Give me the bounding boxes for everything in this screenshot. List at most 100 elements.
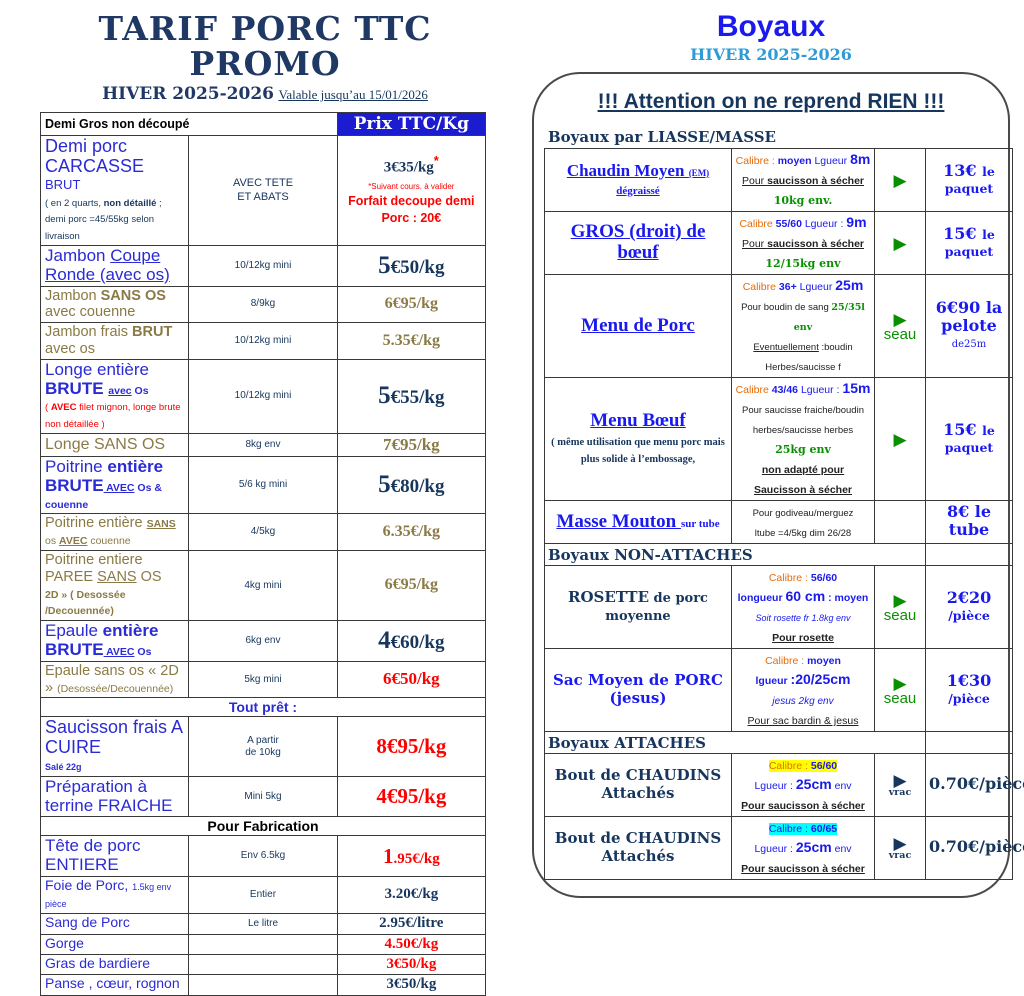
product-details: Calibre : moyen Lgueur 8m Pour saucisson … — [731, 148, 875, 212]
product-name-text: Longe SANS OS — [45, 435, 166, 453]
product-name-text: Jambon — [45, 246, 111, 266]
price-text: 13€ — [943, 160, 983, 180]
quantity: 6kg env — [188, 620, 338, 662]
tarif-porc-panel: TARIF PORC TTC PROMO HIVER 2025-2026 Val… — [39, 9, 490, 996]
detail-text: moyen — [777, 155, 815, 167]
section-label: Boyaux ATTACHES — [544, 731, 926, 754]
price-text: /pièce — [948, 690, 990, 706]
product-name-text: ROSETTE — [568, 588, 650, 607]
product-name-text: Jambon — [45, 287, 101, 304]
product-row: ROSETTE de porc moyenne Calibre : 56/60 lo… — [544, 565, 1013, 649]
product-name-text: (EM) — [688, 167, 710, 178]
detail-text: Calibre — [739, 218, 776, 230]
product-name-text: sur tube — [680, 517, 720, 530]
table-header-row: Demi Gros non découpé Prix TTC/Kg — [40, 112, 487, 137]
product-row: Jambon SANS OS avec couenne 8/9kg 6€95/kg — [39, 285, 487, 324]
price-text: Forfait decoupe demi — [348, 194, 475, 209]
arrow-cell: ▶ vrac — [874, 753, 926, 817]
container-type-label: seau — [883, 606, 917, 624]
detail-text: Eventuellement — [753, 342, 819, 353]
price-text: * — [433, 153, 439, 169]
product-name: Sac Moyen de PORC (jesus) — [544, 648, 732, 732]
section-label: Boyaux NON-ATTACHES — [544, 543, 926, 566]
price-text: 5 — [378, 251, 391, 279]
product-name-text: avec — [108, 384, 132, 397]
product-row: Sac Moyen de PORC (jesus) Calibre : moyen… — [544, 648, 1013, 732]
product-row: Sang de Porc Le litre 2.95€/litre — [39, 912, 487, 935]
product-name-text: ( même utilisation que menu porc mais pl… — [551, 436, 725, 466]
section-row: Boyaux ATTACHES — [544, 731, 1013, 754]
section-label: Pour Fabrication — [40, 816, 486, 837]
detail-text: :boudin — [818, 342, 853, 353]
product-name-text: Jambon frais — [45, 324, 133, 341]
price-text: 6€95/kg — [384, 295, 438, 313]
quantity: Le litre — [188, 912, 338, 935]
section-row: Tout prêt : — [40, 697, 486, 718]
arrow-right-icon: ▶ — [893, 233, 907, 253]
boyaux-box: !!! Attention on ne reprend RIEN !!! Boy… — [532, 72, 1024, 898]
price: 6€95/kg — [336, 285, 487, 324]
product-name-text: AVEC — [103, 481, 135, 494]
section-empty-cell — [925, 731, 1013, 754]
price: 4.50€/kg — [336, 933, 487, 955]
price-text: le paquet — [944, 163, 995, 196]
boyaux-season: HIVER 2025-2026 — [690, 45, 852, 64]
quantity: Entier — [188, 875, 338, 914]
boyaux-title: Boyaux — [716, 10, 826, 43]
section-label: Tout prêt : — [40, 697, 486, 718]
product-row: Epaule sans os « 2D » (Desossée/Decouenn… — [39, 660, 487, 699]
product-row: Masse Mouton sur tube Pour godiveau/mergu… — [544, 500, 1013, 544]
price: 3€50/kg — [336, 953, 487, 975]
product-name-text: Poitrine entière — [45, 515, 147, 532]
product-name: Saucisson frais A CUIRE Salé 22g — [39, 716, 190, 777]
table-header-left: Demi Gros non découpé — [40, 112, 338, 137]
detail-text: 60/65 — [810, 823, 838, 835]
arrow-cell: ▶ vrac — [874, 816, 926, 880]
quantity: 4kg mini — [188, 550, 338, 622]
page-title: TARIF PORC TTC PROMO — [98, 9, 432, 83]
price-text: 6€50/kg — [382, 669, 440, 689]
price-text: .95€/kg — [393, 850, 440, 867]
quantity: 8kg env — [188, 433, 338, 458]
arrow-cell — [874, 500, 926, 544]
detail-text: 9m — [846, 214, 867, 230]
table-header-price: Prix TTC/Kg — [336, 112, 487, 137]
product-name-text: AVEC — [103, 646, 135, 658]
arrow-right-icon: ▶ — [893, 170, 907, 190]
quantity: 5kg mini — [188, 660, 338, 699]
product-name-text: Sang de Porc — [45, 914, 130, 931]
product-name-text: Bout de CHAUDINS Attachés — [554, 766, 722, 802]
price: 5€80/kg — [336, 456, 487, 515]
product-row: Panse , cœur, rognon 3€50/kg — [39, 973, 487, 996]
price: 6€50/kg — [336, 660, 487, 699]
product-name-text: Menu Bœuf — [590, 409, 686, 431]
price: 15€ le paquet — [925, 377, 1013, 501]
detail-text: 55/60 — [775, 218, 802, 230]
arrow-cell: ▶ seau — [874, 565, 926, 649]
price-text: *Suivant cours. à valider — [368, 181, 455, 191]
product-name-text: entière BRUTE — [45, 457, 164, 495]
price-text: le paquet — [944, 422, 995, 455]
product-details: Calibre 43/46 Lgueur : 15m Pour saucisse … — [731, 377, 875, 501]
price: 1€30 /pièce — [925, 648, 1013, 732]
price-text: 6.35€/kg — [382, 522, 440, 540]
product-name: Epaule entière BRUTE AVEC Os — [39, 620, 190, 662]
product-name-text: ; demi porc =45/55kg selon livraison — [45, 197, 162, 243]
price: 5.35€/kg — [336, 322, 487, 360]
quantity: 10/12kg mini — [188, 322, 338, 360]
product-name: Panse , cœur, rognon — [39, 973, 190, 996]
section-empty-cell — [925, 543, 1013, 566]
price-text: 1 — [382, 843, 394, 868]
product-name-text: BRUTE — [45, 378, 109, 398]
price: 6€95/kg — [336, 550, 487, 622]
detail-text: lgueur — [755, 675, 791, 687]
price: 0.70€/pièce — [925, 753, 1024, 817]
product-details: Calibre : moyen lgueur :20/25cm jesus 2kg … — [731, 648, 875, 732]
detail-text: 25cm — [795, 776, 832, 792]
product-name-text: SANS — [146, 518, 176, 531]
product-name: Poitrine entière SANS os AVEC couenne — [39, 513, 190, 552]
left-subtitle: HIVER 2025-2026 Valable jusqu’au 15/01/2… — [40, 84, 490, 104]
product-row: Gras de bardiere 3€50/kg — [39, 953, 487, 975]
price: 2€20 /pièce — [925, 565, 1013, 649]
product-name-text: avec os — [45, 341, 95, 358]
